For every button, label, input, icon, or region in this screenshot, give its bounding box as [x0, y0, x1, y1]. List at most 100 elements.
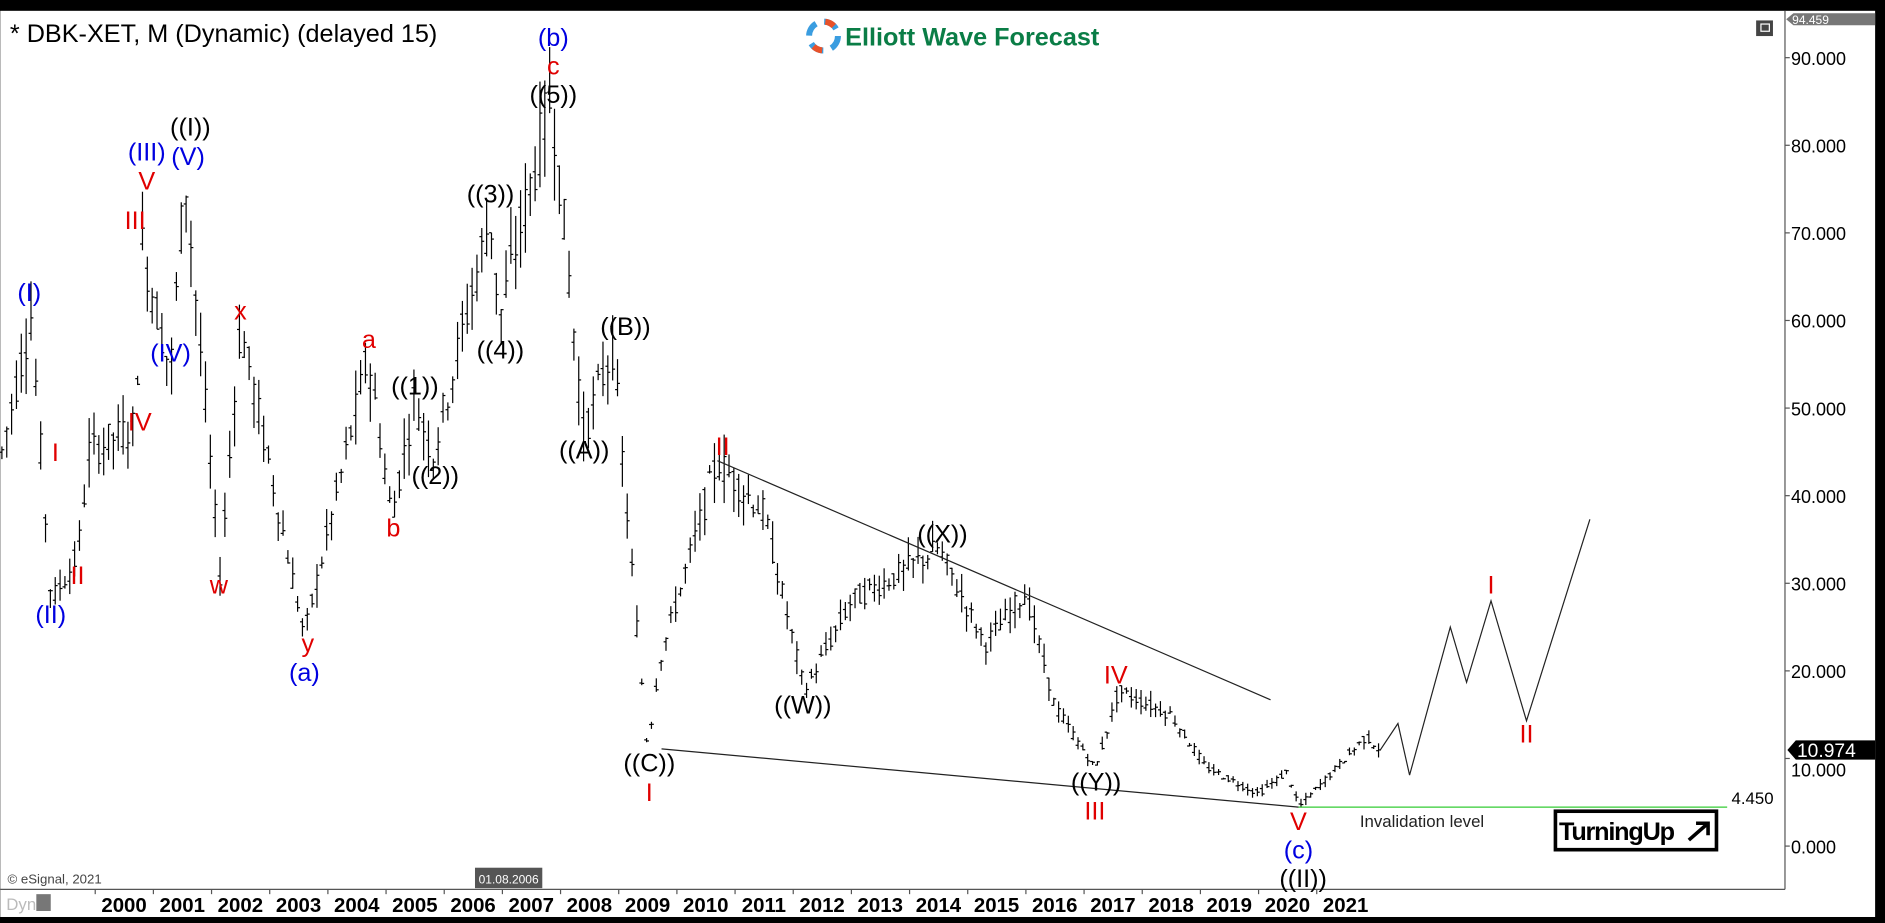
wave-label: ((X))	[917, 521, 967, 549]
y-tick-label: 50.000	[1791, 399, 1846, 419]
price-bar	[193, 290, 199, 336]
price-bar	[169, 337, 174, 395]
price-bar	[314, 564, 320, 608]
wave-label: II	[71, 562, 85, 590]
wave-label: w	[209, 571, 229, 599]
price-bar	[125, 421, 131, 469]
price-bar	[266, 445, 271, 464]
time-axis[interactable]: 2000 2001 2002 2003 2004 2005 2006 2007 2008 2009…	[94, 889, 1368, 917]
price-bar	[745, 474, 751, 505]
copyright: © eSignal, 2021	[7, 871, 101, 886]
price-bar	[1279, 770, 1285, 779]
price-bar	[261, 415, 267, 463]
price-bar	[144, 256, 150, 312]
price-bar	[338, 468, 344, 483]
wave-label: II	[1519, 720, 1533, 748]
price-bar	[130, 406, 136, 447]
price-bar	[867, 578, 872, 591]
price-bar	[217, 556, 223, 596]
price-bar	[1245, 783, 1251, 796]
price-bar	[1322, 775, 1328, 788]
projection-path[interactable]	[1379, 519, 1591, 776]
price-bar	[203, 361, 208, 423]
price-bar	[1347, 747, 1352, 756]
price-bar	[1090, 760, 1095, 766]
price-bar	[43, 514, 48, 543]
price-bar	[1225, 775, 1231, 783]
trend-line[interactable]	[661, 748, 1299, 808]
price-bar	[246, 346, 252, 381]
x-tick-label: 2021	[1323, 895, 1368, 917]
price-bar	[1366, 730, 1372, 744]
price-bar	[440, 392, 446, 423]
price-bar	[838, 599, 843, 631]
price-bar	[484, 200, 490, 257]
trend-line[interactable]	[717, 460, 1271, 701]
price-bar	[964, 606, 969, 632]
price-bar	[872, 574, 877, 602]
price-bar	[784, 601, 790, 630]
price-axis[interactable]: 0.000 10.000 20.000 30.000 40.000 50.000 60.00…	[1784, 13, 1876, 857]
price-bar	[455, 321, 460, 380]
price-bar	[755, 495, 761, 515]
price-bar	[901, 559, 906, 591]
price-bar	[968, 602, 974, 623]
price-bar	[1085, 753, 1091, 767]
price-bar	[469, 267, 475, 330]
price-bar	[115, 404, 121, 451]
price-bar	[1191, 742, 1197, 757]
x-tick-label: 2002	[218, 895, 263, 917]
last-price-label: 10.974	[1797, 741, 1856, 762]
price-bar	[1061, 708, 1066, 724]
price-bar	[741, 485, 746, 526]
price-bar	[653, 678, 659, 692]
price-bar	[658, 659, 664, 671]
y-tick-label: 40.000	[1791, 487, 1846, 507]
price-bar	[212, 489, 218, 538]
wave-label: (III)	[128, 139, 166, 167]
price-bar	[649, 721, 654, 729]
last-price-marker: 10.974	[1787, 740, 1876, 762]
price-bar	[1162, 710, 1168, 726]
price-bar	[823, 632, 829, 656]
wave-label: ((Y))	[1071, 769, 1121, 797]
price-bar	[1158, 701, 1163, 717]
price-bar	[1284, 769, 1289, 775]
wave-label: ((3))	[467, 181, 515, 209]
price-bar	[1148, 690, 1154, 718]
price-bar	[1128, 687, 1134, 708]
price-bar	[377, 423, 383, 458]
lock-icon[interactable]	[36, 894, 51, 911]
price-bar	[1240, 781, 1246, 792]
x-tick-label: 2008	[567, 895, 612, 917]
price-bar	[232, 386, 237, 447]
wave-labels: (b)c((5))((I))(III) (V)VIII(I)(IV)IVIII(I…	[17, 24, 1533, 893]
wave-label: ((W))	[774, 691, 831, 719]
price-bar	[1119, 685, 1125, 703]
price-bar	[285, 550, 291, 564]
price-bar	[615, 359, 620, 397]
price-bar	[537, 81, 543, 188]
price-bar	[1337, 758, 1343, 770]
price-bar	[605, 355, 611, 405]
price-bar	[697, 493, 703, 541]
price-bar	[23, 318, 29, 395]
x-tick-label: 2016	[1032, 895, 1077, 917]
restore-window-button[interactable]	[1756, 20, 1773, 37]
price-bar	[673, 586, 679, 622]
price-bar	[1109, 702, 1115, 722]
price-bar	[1124, 687, 1129, 694]
x-tick-label: 2007	[509, 895, 554, 917]
price-bar	[489, 232, 494, 260]
price-bar	[532, 146, 538, 202]
wave-label: ((4))	[477, 337, 525, 365]
price-bar	[542, 80, 548, 177]
price-bar	[644, 738, 650, 743]
price-bar	[1002, 598, 1008, 621]
price-bar	[935, 542, 940, 555]
x-tick-label: 2015	[974, 895, 1019, 917]
wave-label: IV	[128, 409, 152, 437]
price-bar	[1211, 764, 1217, 776]
price-bar	[426, 420, 431, 478]
wave-label: ((5))	[530, 81, 578, 109]
